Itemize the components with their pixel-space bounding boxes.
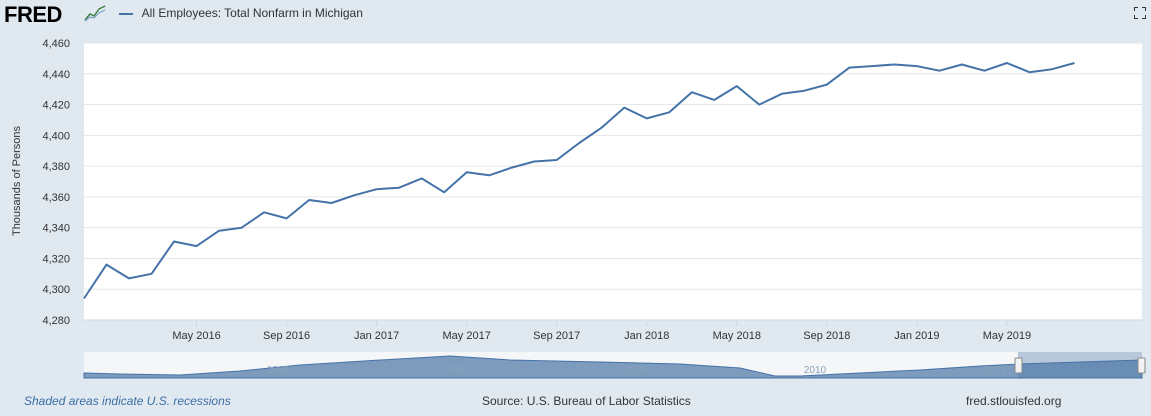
y-tick-label: 4,440 — [42, 69, 70, 81]
y-tick-label: 4,300 — [42, 284, 70, 296]
legend-item[interactable]: All Employees: Total Nonfarm in Michigan — [119, 6, 363, 20]
y-tick-label: 4,340 — [42, 223, 70, 235]
fred-logo[interactable]: FRED — [4, 2, 62, 27]
y-tick-label: 4,400 — [42, 130, 70, 142]
navigator-left-handle[interactable] — [1014, 357, 1023, 374]
x-tick-label: Sep 2018 — [803, 330, 850, 342]
line-graph-icon — [84, 4, 106, 22]
navigator-labels: 1995 2000 2005 2010 2015 — [267, 365, 1007, 376]
x-tick-label: Sep 2016 — [263, 330, 310, 342]
navigator-year-label: 2000 — [446, 365, 469, 376]
plot-area — [84, 43, 1142, 320]
y-tick-label: 4,420 — [42, 100, 70, 112]
y-tick-label: 4,360 — [42, 192, 70, 204]
x-tick-label: May 2018 — [713, 330, 761, 342]
gridlines — [84, 42, 1142, 321]
navigator[interactable]: 1995 2000 2005 2010 2015 — [83, 352, 1146, 379]
series-layer — [83, 62, 1075, 300]
navigator-series-area — [83, 355, 1143, 379]
series-line — [83, 62, 1075, 300]
y-tick-label: 4,380 — [42, 161, 70, 173]
x-tick-label: May 2019 — [983, 330, 1031, 342]
navigator-year-label: 2010 — [804, 365, 827, 376]
x-tick-label: May 2016 — [172, 330, 220, 342]
navigator-right-handle[interactable] — [1137, 357, 1146, 374]
navigator-year-label: 2015 — [984, 365, 1007, 376]
legend-line-swatch — [119, 12, 133, 15]
chart: 4,280 4,300 4,320 4,340 4,360 4,380 4,400 4,420… — [11, 38, 1146, 379]
legend-label: All Employees: Total Nonfarm in Michigan — [141, 6, 363, 20]
x-axis: May 2016 Sep 2016 Jan 2017 May 2017 Sep 2017… — [84, 319, 1142, 342]
navigator-selection[interactable] — [1018, 352, 1142, 378]
x-tick-label: May 2017 — [443, 330, 491, 342]
navigator-year-label: 2005 — [625, 365, 648, 376]
x-tick-label: Jan 2019 — [894, 330, 939, 342]
x-tick-label: Jan 2018 — [624, 330, 669, 342]
y-tick-label: 4,280 — [42, 315, 70, 327]
source-url[interactable]: fred.stlouisfed.org — [966, 394, 1062, 408]
navigator-year-label: 1995 — [267, 365, 290, 376]
x-tick-label: Sep 2017 — [533, 330, 580, 342]
x-tick-label: Jan 2017 — [354, 330, 399, 342]
source-note: Source: U.S. Bureau of Labor Statistics — [482, 394, 691, 408]
y-tick-label: 4,460 — [42, 38, 70, 50]
y-axis: 4,280 4,300 4,320 4,340 4,360 4,380 4,400 4,420… — [42, 38, 70, 327]
y-tick-label: 4,320 — [42, 253, 70, 265]
y-axis-title: Thousands of Persons — [11, 125, 23, 236]
chart-header: FRED All Employees: Total Nonfarm in Mic… — [0, 0, 1151, 32]
recessions-note[interactable]: Shaded areas indicate U.S. recessions — [24, 394, 231, 408]
